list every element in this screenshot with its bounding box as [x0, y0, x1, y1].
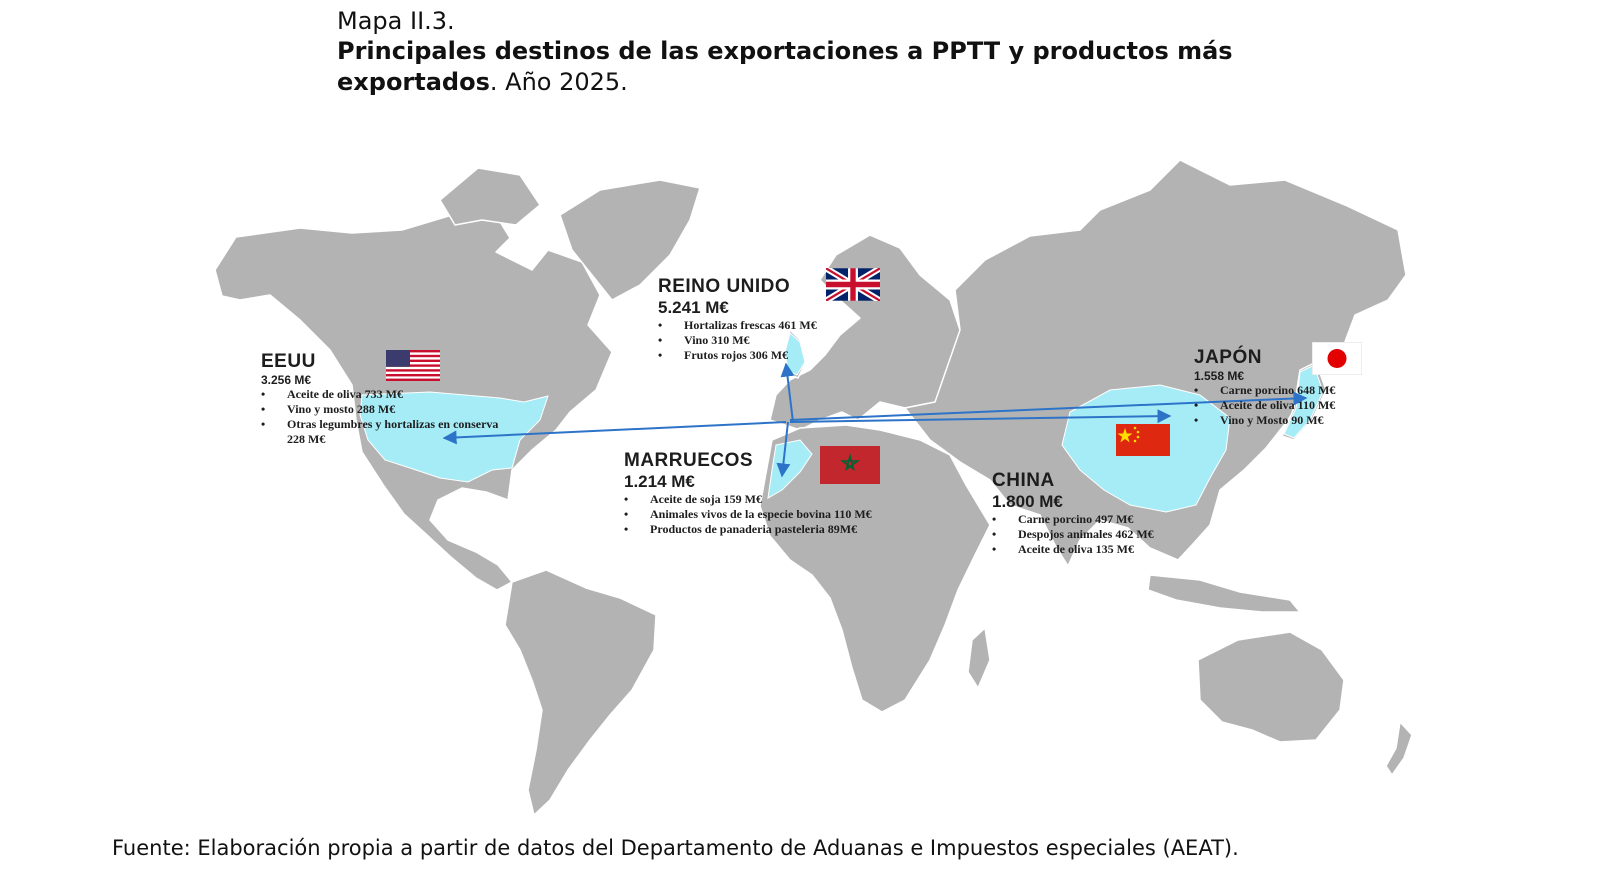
- china-name: CHINA: [992, 470, 1055, 491]
- japon-products: Carne porcino 648 M€ Aceite de oliva 110…: [1194, 383, 1394, 428]
- arctic-islands-landmass: [439, 167, 541, 226]
- route-to-eeuu: [442, 421, 787, 445]
- japan-flag-icon: [1312, 342, 1362, 375]
- greenland-landmass: [559, 179, 701, 301]
- china-total: 1.800 M€: [992, 492, 1063, 511]
- china-flag-icon: [1116, 424, 1170, 456]
- eeuu-total: 3.256 M€: [261, 373, 312, 387]
- marruecos-name: MARRUECOS: [624, 450, 754, 471]
- product-item: Vino y Mosto 90 M€: [1194, 413, 1394, 428]
- marruecos-products: Aceite de soja 159 M€ Animales vivos de …: [624, 492, 906, 537]
- map-title-year: . Año 2025.: [489, 68, 628, 96]
- product-item: Carne porcino 648 M€: [1194, 383, 1394, 398]
- source-note: Fuente: Elaboración propia a partir de d…: [112, 836, 1239, 860]
- new-zealand-landmass: [1385, 721, 1413, 776]
- marruecos-total: 1.214 M€: [624, 472, 695, 491]
- south-america-landmass: [504, 569, 657, 816]
- reino-unido-products: Hortalizas frescas 461 M€ Vino 310 M€ Fr…: [658, 318, 878, 363]
- southeast-asia-islands-landmass: [1147, 574, 1301, 613]
- product-item: Productos de panaderia pasteleria 89M€: [624, 522, 906, 537]
- china-label: CHINA 1.800 M€ Carne porcino 497 M€ Desp…: [992, 470, 1212, 557]
- japon-name: JAPÓN: [1194, 347, 1262, 368]
- reino-unido-name: REINO UNIDO: [658, 276, 791, 297]
- product-item: Frutos rojos 306 M€: [658, 348, 878, 363]
- route-to-marruecos: [776, 421, 791, 478]
- morocco-flag-icon: [820, 446, 880, 484]
- marruecos-label: MARRUECOS 1.214 M€ Aceite de soja 159 M€…: [624, 450, 906, 537]
- eeuu-label: EEUU 3.256 M€ Aceite de oliva 733 M€ Vin…: [261, 351, 501, 447]
- product-item: Despojos animales 462 M€: [992, 527, 1212, 542]
- map-title: Principales destinos de las exportacione…: [337, 36, 1337, 98]
- product-item: Aceite de soja 159 M€: [624, 492, 906, 507]
- eeuu-name: EEUU: [261, 351, 316, 372]
- product-item: Hortalizas frescas 461 M€: [658, 318, 878, 333]
- uk-flag-icon: [826, 268, 880, 301]
- china-products: Carne porcino 497 M€ Despojos animales 4…: [992, 512, 1212, 557]
- japon-label: JAPÓN 1.558 M€ Carne porcino 648 M€ Acei…: [1194, 347, 1394, 428]
- eeuu-products: Aceite de oliva 733 M€ Vino y mosto 288 …: [261, 387, 501, 447]
- map-number: Mapa II.3.: [337, 7, 455, 35]
- product-item: Animales vivos de la especie bovina 110 …: [624, 507, 906, 522]
- madagascar-landmass: [967, 627, 991, 689]
- route-to-china: [789, 409, 1172, 424]
- product-item: Aceite de oliva 135 M€: [992, 542, 1212, 557]
- map-title-bold: Principales destinos de las exportacione…: [337, 37, 1233, 96]
- usa-flag-icon: [386, 350, 440, 381]
- japon-total: 1.558 M€: [1194, 369, 1245, 383]
- product-item: Vino 310 M€: [658, 333, 878, 348]
- australia-landmass: [1197, 631, 1345, 743]
- product-item: Vino y mosto 288 M€: [261, 402, 501, 417]
- reino-unido-label: REINO UNIDO 5.241 M€ Hortalizas frescas …: [658, 276, 878, 363]
- reino-unido-total: 5.241 M€: [658, 298, 729, 317]
- route-to-reino-unido: [780, 362, 795, 423]
- product-item: Aceite de oliva 110 M€: [1194, 398, 1394, 413]
- product-item: Carne porcino 497 M€: [992, 512, 1212, 527]
- product-item: Aceite de oliva 733 M€: [261, 387, 501, 402]
- map-caption: Mapa II.3. Principales destinos de las e…: [337, 6, 1337, 98]
- product-item: Otras legumbres y hortalizas en conserva…: [261, 417, 501, 447]
